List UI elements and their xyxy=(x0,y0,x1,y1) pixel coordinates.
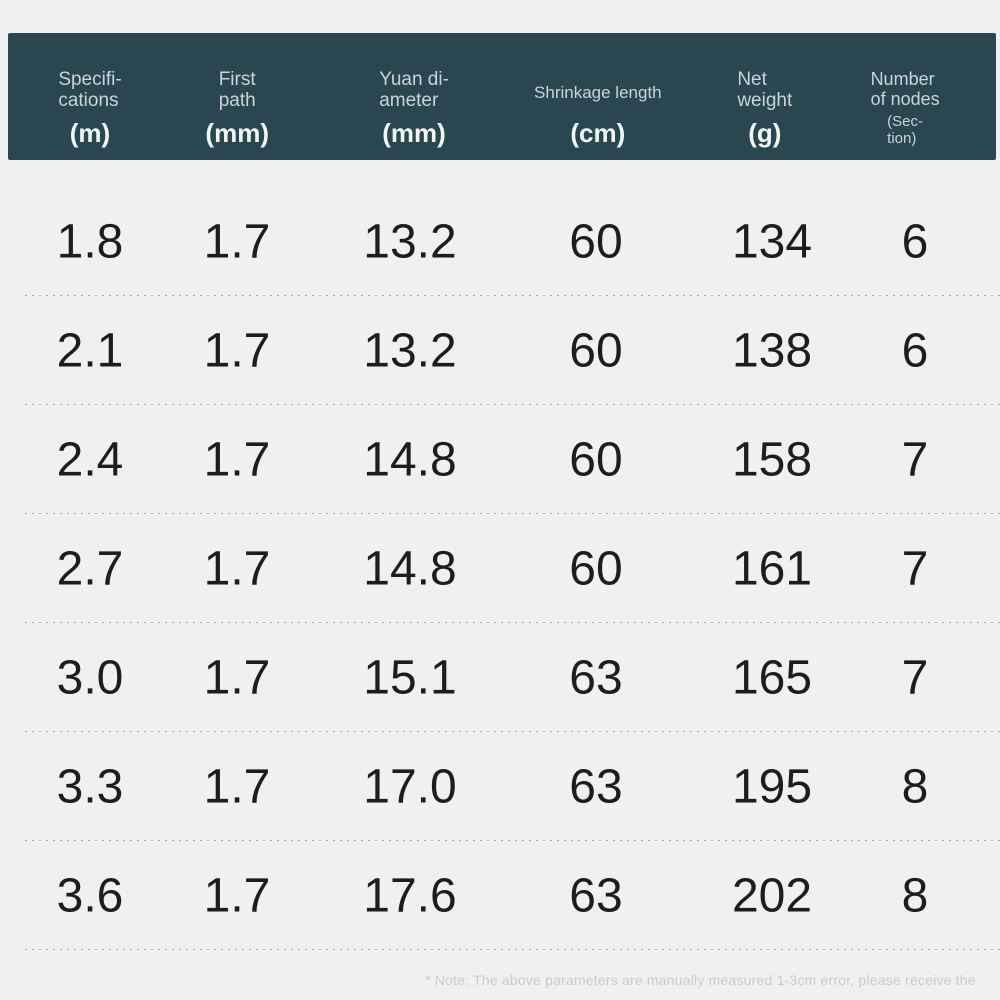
column-label: Specifi-cations xyxy=(58,68,122,112)
column-unit: (m) xyxy=(69,117,111,148)
column-header-4: Net weight (g) xyxy=(737,69,792,147)
column-header-5: Number of nodes (Sec-tion) xyxy=(871,69,940,147)
column-header-3: Shrinkage length (cm) xyxy=(534,83,662,148)
table-cell: 1.7 xyxy=(203,542,271,595)
table-cell: 1.7 xyxy=(203,651,271,704)
table-cell: 60 xyxy=(569,215,623,268)
table-cell: 158 xyxy=(731,433,813,486)
table-cell: 3.3 xyxy=(56,760,124,813)
table-cell: 202 xyxy=(731,869,813,922)
column-unit: (g) xyxy=(748,117,782,148)
footnote: * Note: The above parameters are manuall… xyxy=(425,972,976,988)
table-body: 1.8 1.7 13.2 60 134 6 2.1 1.7 13.2 60 138 6 2.4 1.7 14… xyxy=(0,160,1000,950)
column-unit: (cm) xyxy=(570,117,626,148)
table-cell: 13.2 xyxy=(363,215,457,268)
table-cell: 7 xyxy=(901,542,929,595)
table-row: 3.3 1.7 17.0 63 195 8 xyxy=(0,732,1000,841)
column-unit: (mm) xyxy=(205,117,269,148)
table-header: Specifi-cations (m) First path (mm) Yuan di-a… xyxy=(8,33,996,160)
table-cell: 6 xyxy=(901,324,929,377)
table-cell: 1.8 xyxy=(56,215,124,268)
column-unit: (mm) xyxy=(382,117,446,148)
column-label: Net weight xyxy=(737,68,793,112)
table-cell: 2.7 xyxy=(56,542,124,595)
table-cell: 1.7 xyxy=(203,215,271,268)
table-cell: 2.1 xyxy=(56,324,124,377)
table-cell: 6 xyxy=(901,215,929,268)
table-cell: 1.7 xyxy=(203,869,271,922)
table-cell: 63 xyxy=(569,760,623,813)
table-cell: 14.8 xyxy=(363,542,457,595)
table-row: 2.4 1.7 14.8 60 158 7 xyxy=(0,405,1000,514)
table-row: 3.6 1.7 17.6 63 202 8 xyxy=(0,841,1000,950)
table-cell: 17.0 xyxy=(363,760,457,813)
column-header-2: Yuan di-ameter (mm) xyxy=(379,69,449,147)
column-unit: (Sec-tion) xyxy=(887,112,924,147)
table-cell: 1.7 xyxy=(203,433,271,486)
column-header-0: Specifi-cations (m) xyxy=(58,69,121,147)
table-cell: 3.0 xyxy=(56,651,124,704)
table-cell: 63 xyxy=(569,869,623,922)
table-cell: 8 xyxy=(901,760,929,813)
table-cell: 15.1 xyxy=(363,651,457,704)
column-label: First path xyxy=(218,68,256,112)
table-cell: 17.6 xyxy=(363,869,457,922)
table-cell: 14.8 xyxy=(363,433,457,486)
table-cell: 13.2 xyxy=(363,324,457,377)
table-cell: 8 xyxy=(901,869,929,922)
table-cell: 7 xyxy=(901,433,929,486)
table-cell: 2.4 xyxy=(56,433,124,486)
column-header-1: First path (mm) xyxy=(205,69,269,147)
table-row: 2.7 1.7 14.8 60 161 7 xyxy=(0,514,1000,623)
table-cell: 1.7 xyxy=(203,324,271,377)
table-cell: 63 xyxy=(569,651,623,704)
table-row: 3.0 1.7 15.1 63 165 7 xyxy=(0,623,1000,732)
table-row: 2.1 1.7 13.2 60 138 6 xyxy=(0,296,1000,405)
table-cell: 60 xyxy=(569,542,623,595)
column-label: Shrinkage length xyxy=(534,82,662,102)
table-cell: 3.6 xyxy=(56,869,124,922)
column-label: Yuan di-ameter xyxy=(379,68,449,112)
table-cell: 60 xyxy=(569,324,623,377)
table-cell: 7 xyxy=(901,651,929,704)
table-cell: 161 xyxy=(731,542,813,595)
column-label: Number of nodes xyxy=(870,68,940,110)
table-cell: 165 xyxy=(731,651,813,704)
table-row: 1.8 1.7 13.2 60 134 6 xyxy=(0,187,1000,296)
table-cell: 138 xyxy=(731,324,813,377)
table-cell: 60 xyxy=(569,433,623,486)
table-cell: 1.7 xyxy=(203,760,271,813)
table-cell: 134 xyxy=(731,215,813,268)
table-cell: 195 xyxy=(731,760,813,813)
